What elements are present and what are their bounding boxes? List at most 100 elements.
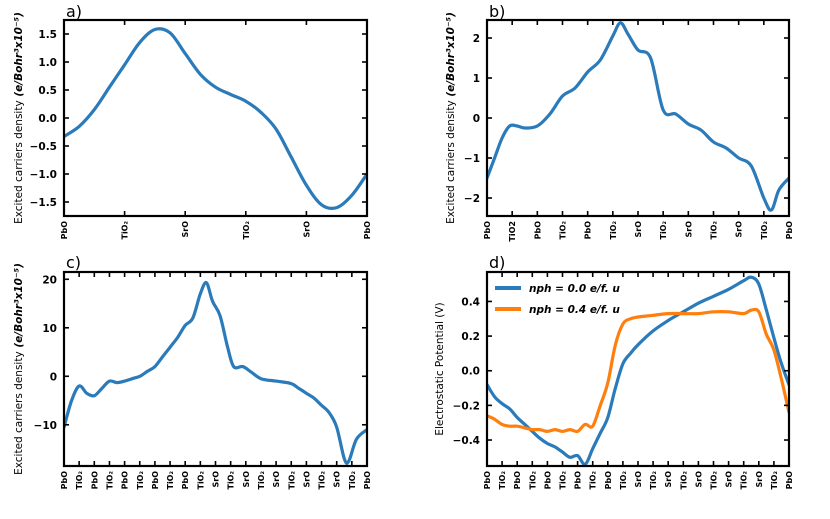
x-tick-label: TiO₂: [121, 221, 130, 240]
panel-a: −1.5 −1.0 −0.5 0.0 0.5 1.0 1.5 PbO TiO₂ SrO TiO₂ Sr…: [13, 2, 372, 240]
y-axis-label: Excited carriers density (e/Bohr³x10⁻⁵): [445, 12, 457, 224]
x-tick-label: SrO: [684, 221, 693, 238]
x-tick-label: SrO: [634, 471, 643, 488]
panel-b: −2 −1 0 1 2 PbO TiO2 PbO TiO₂ PbO TiO₂ SrO TiO₂ SrO Ti…: [445, 2, 794, 242]
x-tick-label: TiO₂: [619, 471, 628, 490]
y-tick-label: 1.0: [38, 57, 57, 69]
x-tick-label: PbO: [363, 471, 372, 490]
x-tick-label: TiO₂: [528, 471, 537, 490]
x-tick-label: TiO₂: [166, 471, 175, 490]
legend-label-1: nph = 0.4 e/f. u: [529, 304, 620, 316]
y-tick-label: 0.0: [38, 113, 57, 125]
y-axis-label-unit: (e/Bohr³x10⁻⁵): [13, 12, 25, 100]
y-axis-label-unit: (e/Bohr³x10⁻⁵): [445, 12, 457, 100]
x-tick-label: SrO: [302, 471, 311, 488]
y-axis-label-text: Electrostatic Potential (V): [434, 302, 446, 435]
x-tick-label: PbO: [574, 471, 583, 490]
x-tick-label: SrO: [272, 471, 281, 488]
x-tick-label: TiO₂: [760, 221, 769, 240]
x-tick-label: TiO₂: [318, 471, 327, 490]
x-tick-label: TiO₂: [136, 471, 145, 490]
y-axis-label: Excited carriers density (e/Bohr³x10⁻⁵): [13, 12, 25, 224]
x-tick-label: TiO₂: [257, 471, 266, 490]
x-tick-label: TiO₂: [740, 471, 749, 490]
series-line-c-0: [64, 280, 367, 465]
y-tick-label: 20: [42, 274, 57, 286]
x-tick-label: TiO₂: [649, 471, 658, 490]
x-tick-label: SrO: [333, 471, 342, 488]
y-tick-label: 0: [473, 113, 480, 125]
axes-frame: [485, 270, 791, 468]
y-tick-label: 0: [50, 371, 57, 383]
y-axis-label: Excited carriers density (e/Bohr³x10⁻⁵): [13, 263, 25, 475]
y-tick-label: −1: [464, 153, 480, 165]
y-tick-label: 2: [473, 33, 480, 45]
y-tick-label: −0.5: [30, 141, 57, 153]
x-tick-label: SrO: [664, 471, 673, 488]
x-tick-label: SrO: [694, 471, 703, 488]
y-tick-label: −1.5: [30, 197, 57, 209]
x-tick-label: TiO₂: [589, 471, 598, 490]
x-tick-label: TiO₂: [75, 471, 84, 490]
panel-label: b): [489, 2, 505, 21]
panel-c: −10 0 10 20 PbO TiO₂ PbO TiO₂ PbO TiO₂ PbO TiO₂ PbO T…: [13, 253, 372, 490]
y-tick-label: −2: [464, 193, 480, 205]
x-tick-label: TiO₂: [710, 471, 719, 490]
x-tick-label: PbO: [785, 221, 794, 240]
x-tick-label: TiO₂: [227, 471, 236, 490]
series-line-b-0: [487, 21, 789, 212]
x-tick-label: SrO: [735, 221, 744, 238]
x-tick-label: PbO: [483, 221, 492, 240]
x-tick-label: TiO₂: [348, 471, 357, 490]
x-tick-label: PbO: [483, 471, 492, 490]
x-tick-label: PbO: [785, 471, 794, 490]
y-tick-label: 0.2: [461, 331, 480, 343]
x-tick-label: TiO₂: [659, 221, 668, 240]
axes-frame: [62, 18, 369, 218]
x-tick-label: SrO: [755, 471, 764, 488]
x-tick-label: TiO₂: [559, 221, 568, 240]
y-axis-label-text: Excited carriers density: [445, 100, 457, 224]
y-tick-label: 0.5: [38, 85, 57, 97]
series-line-a-0: [64, 27, 367, 210]
panel-label: c): [66, 253, 81, 272]
x-tick-label: PbO: [151, 471, 160, 490]
y-tick-label: 1.5: [38, 29, 57, 41]
x-tick-label: TiO₂: [196, 471, 205, 490]
x-tick-label: PbO: [90, 471, 99, 490]
x-tick-label: PbO: [533, 221, 542, 240]
x-tick-label: PbO: [543, 471, 552, 490]
x-tick-label: PbO: [60, 471, 69, 490]
x-tick-label: TiO₂: [287, 471, 296, 490]
x-tick-label: PbO: [181, 471, 190, 490]
y-tick-label: 10: [42, 323, 57, 335]
x-tick-label: TiO₂: [609, 221, 618, 240]
y-axis-label: Electrostatic Potential (V): [434, 302, 446, 435]
axes-frame: [62, 270, 369, 468]
x-tick-label: TiO₂: [770, 471, 779, 490]
x-tick-label: PbO: [513, 471, 522, 490]
x-tick-label: PbO: [60, 221, 69, 240]
y-axis-label-unit: (e/Bohr³x10⁻⁵): [13, 263, 25, 351]
x-tick-label: SrO: [634, 221, 643, 238]
y-tick-label: −10: [34, 420, 57, 432]
x-tick-label: PbO: [584, 221, 593, 240]
y-tick-label: 0.0: [461, 366, 480, 378]
x-tick-label: TiO₂: [559, 471, 568, 490]
y-tick-label: 1: [473, 73, 480, 85]
y-tick-label: −0.4: [453, 435, 480, 447]
y-axis-label-text: Excited carriers density: [13, 351, 25, 475]
series-line-d-1: [487, 307, 789, 434]
legend-label-0: nph = 0.0 e/f. u: [529, 283, 620, 295]
y-tick-label: −0.2: [453, 400, 480, 412]
panel-d: −0.4 −0.2 0.0 0.2 0.4 PbO TiO₂ PbO TiO₂ PbO TiO₂ Pb…: [434, 253, 794, 490]
y-tick-label: −1.0: [30, 169, 57, 181]
panel-label: a): [66, 2, 82, 21]
x-tick-label: TiO₂: [242, 221, 251, 240]
y-tick-label: 0.4: [461, 296, 480, 308]
x-tick-label: TiO2: [508, 221, 517, 242]
x-tick-label: SrO: [212, 471, 221, 488]
x-tick-label: SrO: [302, 221, 311, 238]
x-tick-label: PbO: [363, 221, 372, 240]
